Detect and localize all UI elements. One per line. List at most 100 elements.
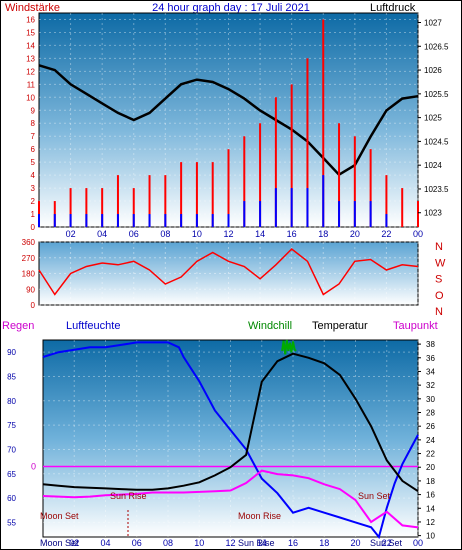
tick-label-temperatur: 30 bbox=[426, 395, 435, 404]
tick-label-windstaerke: 4 bbox=[31, 171, 36, 180]
climate-plot-area bbox=[42, 339, 419, 538]
tick-label-temperatur: 38 bbox=[426, 340, 435, 349]
sun-rise-label-2: Sun Rise bbox=[238, 538, 275, 548]
tick-label-direction: 270 bbox=[22, 254, 36, 263]
sun-set-label-2: Sun Set bbox=[370, 538, 403, 548]
tick-label-windstaerke: 16 bbox=[26, 15, 35, 24]
legend-luftfeuchte: Luftfeuchte bbox=[66, 320, 120, 332]
tick-label-luftfeuchte: 75 bbox=[7, 421, 16, 430]
tick-label-direction: 360 bbox=[22, 238, 36, 247]
tick-label-hour: 18 bbox=[319, 538, 329, 548]
tick-label-hour: 22 bbox=[382, 538, 392, 548]
luftfeuchte-line bbox=[42, 341, 419, 540]
windrichtung-line bbox=[38, 248, 419, 296]
luftdruck-label: Luftdruck bbox=[370, 2, 416, 14]
tick-label-temperatur: 22 bbox=[426, 450, 435, 459]
tick-label-windstaerke: 3 bbox=[31, 184, 36, 193]
tick-label-windstaerke: 11 bbox=[27, 80, 36, 89]
legend-windchill: Windchill bbox=[248, 320, 292, 332]
tick-label-windstaerke: 14 bbox=[26, 41, 35, 50]
climate-series bbox=[42, 339, 419, 540]
tick-label-windstaerke: 13 bbox=[26, 54, 35, 63]
tick-label-temperatur: 20 bbox=[426, 463, 435, 472]
tick-label-temperatur: 14 bbox=[426, 504, 435, 513]
tick-label-luftfeuchte: 90 bbox=[7, 348, 16, 357]
wind-pressure-series bbox=[38, 19, 419, 227]
tick-label-luftdruck: 1026.5 bbox=[424, 42, 449, 51]
tick-label-direction: 180 bbox=[22, 270, 36, 279]
tick-label-temperatur: 12 bbox=[426, 518, 435, 527]
tick-label-windstaerke: 10 bbox=[26, 93, 35, 102]
temperatur-line bbox=[42, 352, 419, 493]
tick-label-windstaerke: 9 bbox=[31, 106, 36, 115]
tick-label-hour: 20 bbox=[350, 229, 360, 239]
compass-label: W bbox=[435, 257, 446, 269]
tick-label-hour: 10 bbox=[192, 229, 202, 239]
windchill-line bbox=[281, 339, 297, 355]
taupunkt-line bbox=[42, 469, 419, 529]
tick-label-hour: 04 bbox=[100, 538, 110, 548]
tick-label-windstaerke: 15 bbox=[26, 28, 35, 37]
windstaerke-label: Windstärke bbox=[5, 2, 60, 14]
tick-label-hour: 02 bbox=[66, 229, 76, 239]
tick-label-hour: 10 bbox=[194, 538, 204, 548]
tick-label-luftdruck: 1025 bbox=[424, 114, 442, 123]
compass-label: N bbox=[435, 241, 443, 253]
climate-axes: 55 60 65 70 75 80 85 90 10 12 14 16 18 20 22 24 26 28 30 32… bbox=[7, 340, 435, 548]
tick-label-luftfeuchte: 85 bbox=[7, 372, 16, 381]
tick-label-temperatur: 18 bbox=[426, 477, 435, 486]
compass-label: O bbox=[435, 290, 444, 302]
moon-set-label-2: Moon Set bbox=[40, 538, 79, 548]
tick-label-hour: 16 bbox=[288, 538, 298, 548]
wind-direction-plot-area bbox=[38, 241, 419, 306]
tick-label-luftfeuchte: 80 bbox=[7, 397, 16, 406]
wind-direction-series bbox=[38, 248, 419, 296]
tick-label-temperatur: 28 bbox=[426, 409, 435, 418]
tick-label-temperatur: 16 bbox=[426, 491, 435, 500]
tick-label-windstaerke: 8 bbox=[31, 119, 36, 128]
tick-label-luftdruck: 1023 bbox=[424, 209, 442, 218]
tick-label-hour: 06 bbox=[129, 229, 139, 239]
compass-label: N bbox=[435, 306, 443, 318]
tick-label-windstaerke: 1 bbox=[31, 210, 36, 219]
tick-label-windstaerke: 6 bbox=[31, 145, 36, 154]
tick-label-windstaerke: 0 bbox=[31, 223, 36, 232]
tick-label-hour: 00 bbox=[413, 538, 423, 548]
tick-label-temperatur: 34 bbox=[426, 367, 435, 376]
wind-pressure-axes: 01234567891011121314151610231023.5102410… bbox=[26, 15, 449, 239]
tick-label-hour: 12 bbox=[225, 538, 235, 548]
tick-label-hour: 12 bbox=[223, 229, 233, 239]
legend-taupunkt: Taupunkt bbox=[393, 320, 438, 332]
tick-label-luftdruck: 1025.5 bbox=[424, 90, 449, 99]
legend-temperatur: Temperatur bbox=[312, 320, 368, 332]
tick-label-temperatur: 10 bbox=[426, 532, 435, 541]
tick-label-hour: 22 bbox=[381, 229, 391, 239]
tick-label-windstaerke: 7 bbox=[31, 132, 36, 141]
tick-label-hour: 08 bbox=[163, 538, 173, 548]
tick-label-windstaerke: 12 bbox=[26, 67, 35, 76]
tick-label-hour: 06 bbox=[132, 538, 142, 548]
tick-label-hour: 18 bbox=[318, 229, 328, 239]
tick-label-regen: 0 bbox=[31, 462, 36, 472]
tick-label-windstaerke: 5 bbox=[31, 158, 36, 167]
tick-label-temperatur: 32 bbox=[426, 381, 435, 390]
tick-label-hour: 14 bbox=[255, 229, 265, 239]
tick-label-luftdruck: 1024.5 bbox=[424, 137, 449, 146]
tick-label-temperatur: 24 bbox=[426, 436, 435, 445]
tick-label-luftfeuchte: 70 bbox=[7, 445, 16, 454]
tick-label-hour: 04 bbox=[97, 229, 107, 239]
tick-label-temperatur: 26 bbox=[426, 422, 435, 431]
tick-label-temperatur: 36 bbox=[426, 354, 435, 363]
tick-label-hour: 14 bbox=[257, 538, 267, 548]
tick-label-hour: 16 bbox=[287, 229, 297, 239]
sun-set-label-1: Sun Set bbox=[358, 491, 391, 501]
tick-label-hour: 08 bbox=[160, 229, 170, 239]
tick-label-luftdruck: 1023.5 bbox=[424, 185, 449, 194]
tick-label-luftfeuchte: 60 bbox=[7, 494, 16, 503]
moon-set-label-1: Moon Set bbox=[40, 511, 79, 521]
tick-label-luftdruck: 1026 bbox=[424, 66, 442, 75]
compass-label: S bbox=[435, 274, 442, 286]
